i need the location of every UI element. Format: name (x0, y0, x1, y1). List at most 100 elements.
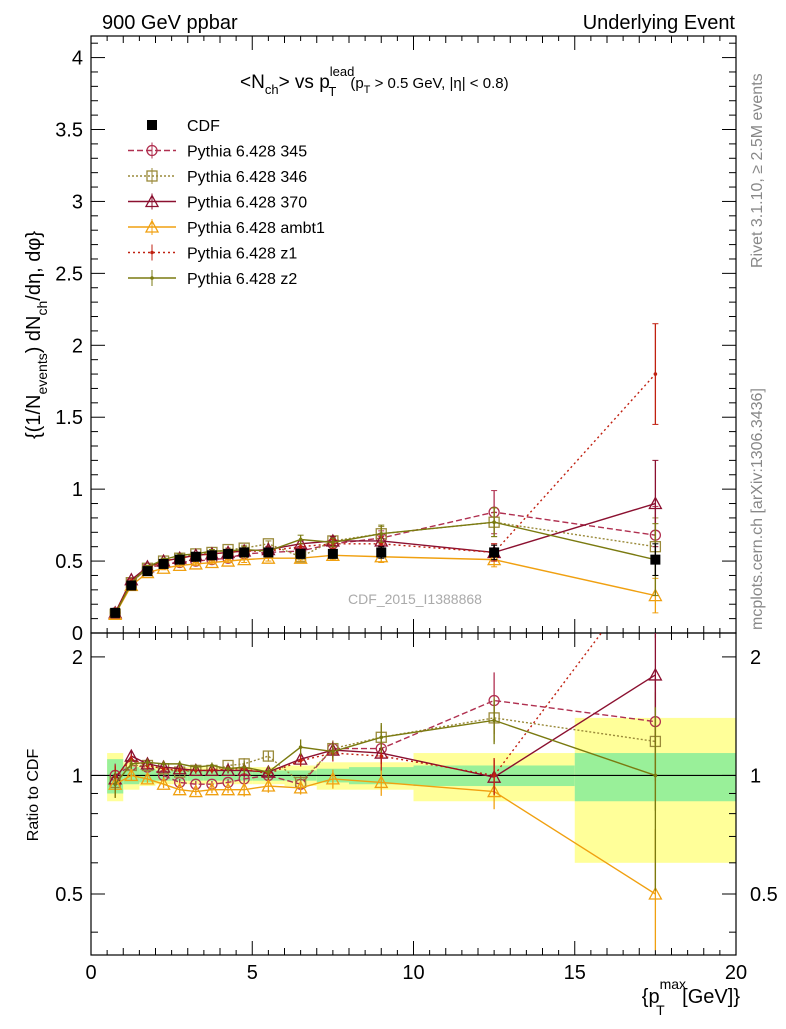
legend-label: Pythia 6.428 346 (187, 169, 307, 186)
data-point (261, 550, 276, 564)
data-point (298, 544, 303, 549)
ratio-series-pythia-6-428-z2 (113, 699, 658, 891)
ratio-panel-series (108, 633, 663, 951)
ratio-point (161, 766, 166, 771)
legend-item: Pythia 6.428 ambt1 (128, 219, 325, 237)
main-y-tick-label: 1 (72, 479, 83, 501)
ratio-point (261, 778, 276, 792)
data-point (298, 537, 303, 542)
legend-item: Pythia 6.428 345 (128, 142, 307, 161)
data-point (204, 555, 220, 569)
ratio-point (210, 768, 214, 773)
legend-marker (146, 144, 158, 157)
ratio-y-axis-label: Ratio to CDF (25, 749, 42, 842)
main-y-tick-label: 3.5 (55, 120, 83, 142)
ratio-point (293, 780, 308, 794)
ratio-point (204, 782, 220, 796)
main-series-pythia-6-428-z1 (112, 323, 659, 615)
title-cut-p: (p (350, 75, 363, 92)
data-point (295, 548, 306, 559)
ylabel-part-c: /dη, dφ} (23, 231, 45, 301)
ratio-point (653, 773, 658, 778)
analysis-watermark: CDF_2015_I1388868 (348, 591, 482, 607)
xlabel-sub-t: T (656, 1002, 665, 1018)
ratio-point (325, 771, 340, 785)
main-y-tick-label: 3 (72, 191, 83, 213)
ratio-point (374, 775, 389, 789)
ratio-point (226, 766, 230, 771)
data-point (142, 566, 153, 577)
ratio-point (140, 771, 155, 785)
legend-item: Pythia 6.428 346 (128, 168, 307, 186)
axes: 0 5 10 15 20 0 0.5 1 1.5 2 2.5 3 3.5 4 0.5 1 2 0.5 1 2 (55, 35, 778, 984)
legend-item: Pythia 6.428 z1 (128, 244, 297, 263)
x-tick-label: 0 (85, 962, 96, 984)
legend-item: Pythia 6.428 370 (128, 193, 307, 212)
ratio-point (262, 750, 275, 762)
legend-label: Pythia 6.428 z1 (187, 246, 297, 263)
main-series-cdf (110, 543, 661, 618)
ratio-point (204, 763, 220, 777)
ratio-point (648, 667, 663, 681)
title-part-n: <N (240, 72, 265, 93)
data-point (379, 542, 384, 546)
ratio-point (177, 762, 182, 766)
ratio-point (492, 773, 496, 778)
ratio-point (113, 782, 117, 787)
ratio-point (177, 768, 182, 773)
x-axis-label: {pmax T [GeV]} (642, 976, 741, 1018)
data-point (174, 554, 185, 565)
main-y-tick-label: 1.5 (55, 407, 83, 429)
data-point (239, 547, 250, 558)
data-point (223, 548, 234, 559)
ratio-point (129, 762, 134, 766)
ylabel-part-a: {(1/N (23, 395, 45, 439)
legend-marker (144, 219, 160, 233)
data-point (263, 547, 274, 558)
ratio-y-tick-label-right: 1 (750, 765, 761, 787)
ratio-point (124, 768, 139, 782)
data-point (158, 558, 169, 569)
title-cut-t: T (364, 84, 371, 96)
legend-item: CDF (147, 118, 220, 135)
data-point (206, 550, 217, 561)
title-cut-rest: > 0.5 GeV, |η| < 0.8) (370, 75, 508, 92)
rivet-version-text: Rivet 3.1.10, ≥ 2.5M events (749, 73, 766, 268)
ratio-y-tick-label: 1 (72, 765, 83, 787)
data-point (653, 372, 658, 376)
main-y-axis-label: {(1/Nevents) dNch/dη, dφ} (23, 231, 50, 439)
legend-item: Pythia 6.428 z2 (128, 270, 297, 288)
header-right: Underlying Event (583, 12, 736, 34)
data-point (492, 520, 496, 525)
data-point (220, 553, 236, 567)
ratio-point (266, 770, 271, 774)
data-point (110, 607, 121, 618)
legend-label: CDF (187, 118, 220, 135)
ratio-point (188, 763, 203, 777)
title-sub-t: T (328, 84, 336, 99)
data-point (379, 531, 384, 536)
ratio-point (242, 765, 246, 769)
main-panel-series (108, 323, 663, 620)
ratio-point (492, 718, 496, 723)
ylabel-part-b: ) dN (23, 315, 45, 353)
series-line (114, 373, 656, 614)
ratio-point (237, 782, 252, 796)
data-point (650, 554, 661, 565)
ratio-point (194, 768, 198, 773)
ratio-point (220, 763, 236, 777)
ratio-point (156, 776, 171, 790)
x-tick-label: 5 (247, 962, 258, 984)
ylabel-sub-events: events (34, 353, 50, 394)
data-point (376, 547, 387, 558)
data-point (126, 580, 137, 591)
ratio-point (145, 760, 150, 765)
legend-marker (146, 170, 158, 182)
ratio-point (194, 765, 198, 769)
legend-label: Pythia 6.428 z2 (187, 271, 297, 288)
ratio-point (210, 763, 214, 768)
ratio-y-tick-label: 0.5 (55, 884, 83, 906)
xlabel-sup-max: max (660, 976, 686, 992)
xlabel-part-a: {p (642, 986, 660, 1008)
